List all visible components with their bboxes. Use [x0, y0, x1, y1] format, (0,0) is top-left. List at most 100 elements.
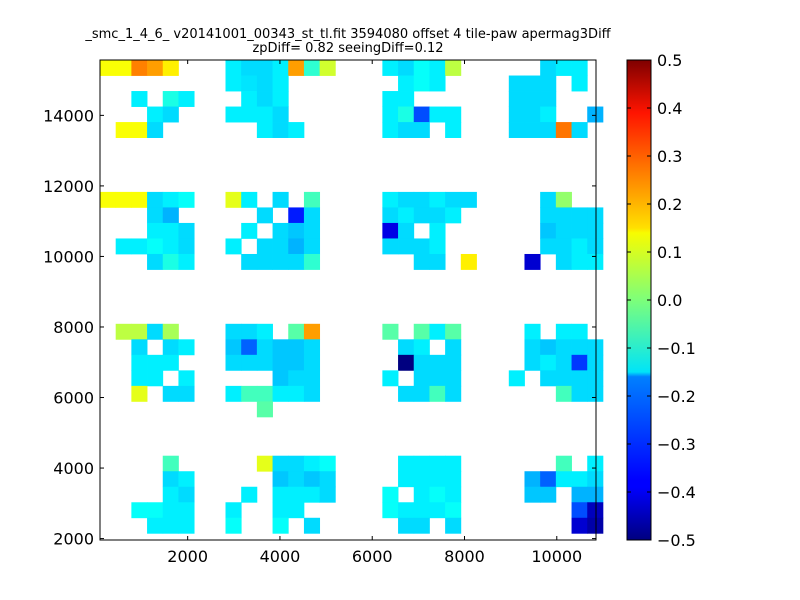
heatmap-cell: [398, 106, 415, 123]
heatmap-cell: [398, 339, 415, 356]
heatmap-cell: [382, 106, 399, 123]
heatmap-cell: [445, 207, 462, 224]
heatmap-cell: [147, 238, 164, 255]
heatmap-cell: [382, 370, 399, 387]
heatmap-cell: [288, 370, 305, 387]
heatmap-cell: [303, 486, 321, 503]
heatmap-cell: [272, 75, 289, 92]
y-tick-label: 8000: [53, 318, 94, 337]
heatmap-cell: [131, 354, 148, 371]
heatmap-cell: [571, 471, 588, 488]
heatmap-cell: [225, 75, 242, 92]
heatmap-cell: [398, 75, 415, 92]
heatmap-cell: [178, 517, 195, 534]
heatmap-cell: [413, 339, 430, 356]
heatmap-cell: [398, 385, 415, 402]
heatmap-cell: [147, 207, 164, 224]
heatmap-cell: [571, 207, 588, 224]
heatmap-cell: [288, 486, 305, 503]
heatmap-cell: [131, 323, 148, 340]
heatmap-cell: [587, 106, 604, 123]
heatmap-cell: [303, 60, 321, 76]
heatmap-cell: [272, 385, 289, 402]
heatmap-cell: [272, 238, 289, 255]
y-tick-label: 14000: [43, 106, 94, 125]
heatmap-cell: [288, 502, 305, 519]
heatmap-cell: [524, 471, 541, 488]
heatmap-cell: [272, 354, 289, 371]
heatmap-cell: [445, 122, 462, 138]
heatmap-cell: [445, 339, 462, 356]
heatmap-cell: [225, 323, 242, 340]
heatmap-cell: [445, 517, 462, 534]
heatmap-cell: [429, 502, 446, 519]
heatmap-cell: [571, 253, 588, 270]
heatmap-cell: [429, 75, 446, 92]
heatmap-cell: [115, 122, 132, 138]
heatmap-cell: [256, 238, 273, 255]
heatmap-cell: [382, 207, 399, 224]
heatmap-cell: [272, 222, 289, 239]
heatmap-cell: [571, 323, 588, 340]
heatmap-cell: [303, 385, 321, 402]
heatmap-cell: [398, 502, 415, 519]
heatmap-cell: [540, 60, 557, 76]
heatmap-cell: [587, 517, 604, 534]
heatmap-cell: [178, 253, 195, 270]
heatmap-cell: [555, 471, 572, 488]
heatmap-cell: [178, 222, 195, 239]
heatmap-cell: [272, 191, 289, 208]
heatmap-cell: [587, 339, 604, 356]
heatmap-cell: [571, 60, 588, 76]
heatmap-cell: [429, 486, 446, 503]
heatmap-cell: [382, 60, 399, 76]
heatmap-cell: [225, 502, 242, 519]
heatmap-cell: [524, 339, 541, 356]
x-tick-label: 10000: [531, 547, 582, 566]
heatmap-cell: [131, 91, 148, 107]
heatmap-cell: [555, 60, 572, 76]
heatmap-cell: [241, 323, 258, 340]
heatmap-cell: [162, 339, 179, 356]
heatmap-cell: [540, 222, 557, 239]
heatmap-cell: [398, 471, 415, 488]
heatmap-cell: [571, 75, 588, 92]
heatmap-cell: [272, 471, 289, 488]
colorbar-tick-label: 0.3: [657, 147, 682, 166]
heatmap-cell: [272, 60, 289, 76]
heatmap-cell: [555, 385, 572, 402]
heatmap-cell: [256, 75, 273, 92]
heatmap-cell: [540, 122, 557, 138]
heatmap-cell: [382, 323, 399, 340]
heatmap-cell: [147, 122, 164, 138]
heatmap-cell: [178, 191, 195, 208]
heatmap-cell: [241, 222, 258, 239]
heatmap-cell: [272, 122, 289, 138]
heatmap-cell: [524, 253, 541, 270]
heatmap-cell: [524, 354, 541, 371]
heatmap-cell: [272, 106, 289, 123]
heatmap-cell: [555, 354, 572, 371]
heatmap-cell: [303, 323, 321, 340]
heatmap-cell: [256, 91, 273, 107]
heatmap-cell: [524, 122, 541, 138]
heatmap-cell: [508, 91, 525, 107]
colorbar-tick-label: 0.2: [657, 195, 682, 214]
heatmap-cell: [445, 502, 462, 519]
chart-subtitle: zpDiff= 0.82 seeingDiff=0.12: [252, 41, 443, 56]
colorbar-tick-label: 0.5: [657, 51, 682, 70]
heatmap-cell: [225, 385, 242, 402]
heatmap-cell: [445, 471, 462, 488]
heatmap-cell: [147, 517, 164, 534]
heatmap-cell: [256, 122, 273, 138]
heatmap-cell: [540, 106, 557, 123]
heatmap-cell: [162, 207, 179, 224]
heatmap-cell: [288, 60, 305, 76]
heatmap-cell: [587, 385, 604, 402]
heatmap-cell: [288, 323, 305, 340]
heatmap-cell: [540, 91, 557, 107]
heatmap-cell: [241, 486, 258, 503]
heatmap-cell: [413, 486, 430, 503]
colorbar-tick-label: 0.1: [657, 243, 682, 262]
heatmap-cell: [571, 122, 588, 138]
